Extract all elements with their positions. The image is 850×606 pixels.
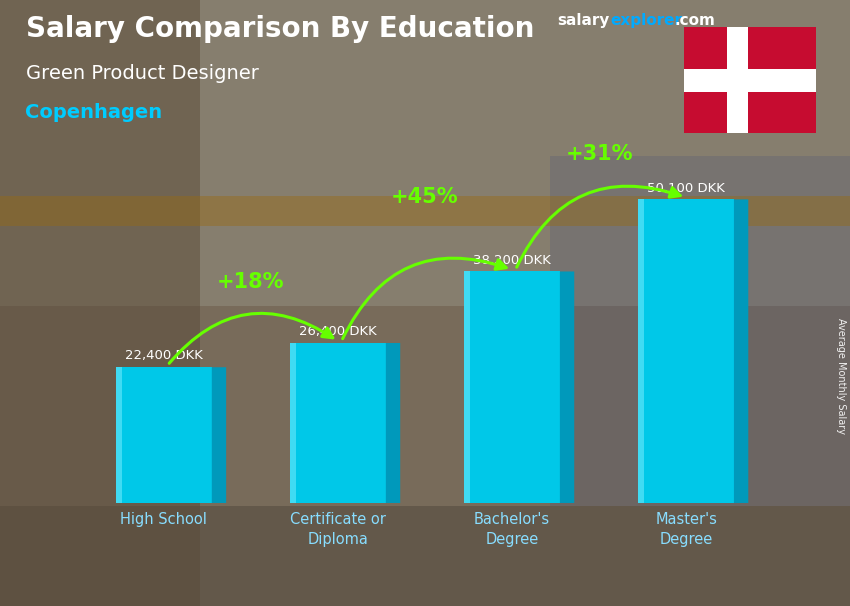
Text: Master's
Degree: Master's Degree [655,512,717,547]
Bar [0,0,200,606]
Text: 26,400 DKK: 26,400 DKK [299,325,377,338]
Bar [0,506,850,606]
Text: High School: High School [121,512,207,527]
Bar [0,0,850,306]
Text: +18%: +18% [218,272,285,292]
Text: .com: .com [674,13,715,28]
FancyBboxPatch shape [116,367,212,503]
FancyBboxPatch shape [464,271,560,503]
Text: Certificate or
Diploma: Certificate or Diploma [290,512,386,547]
Text: 22,400 DKK: 22,400 DKK [125,350,203,362]
FancyBboxPatch shape [290,343,386,503]
Bar [638,199,644,503]
Text: Green Product Designer: Green Product Designer [26,64,258,82]
Bar [116,367,122,503]
Polygon shape [560,271,575,503]
Bar [727,27,748,133]
Text: Average Monthly Salary: Average Monthly Salary [836,318,846,434]
FancyBboxPatch shape [638,199,734,503]
Bar [290,343,296,503]
Bar [550,156,850,506]
Text: Salary Comparison By Education: Salary Comparison By Education [26,15,534,43]
Text: 50,100 DKK: 50,100 DKK [647,182,725,195]
Text: +31%: +31% [565,144,632,164]
Text: explorer: explorer [610,13,683,28]
Bar [0,196,850,226]
Text: +45%: +45% [391,187,459,207]
Polygon shape [386,343,400,503]
Polygon shape [212,367,226,503]
Text: salary: salary [557,13,609,28]
Text: 38,200 DKK: 38,200 DKK [473,254,551,267]
Polygon shape [734,199,748,503]
Bar [684,69,816,92]
Bar [0,306,850,506]
Text: Bachelor's
Degree: Bachelor's Degree [474,512,550,547]
Bar [464,271,470,503]
Text: Copenhagen: Copenhagen [26,103,162,122]
